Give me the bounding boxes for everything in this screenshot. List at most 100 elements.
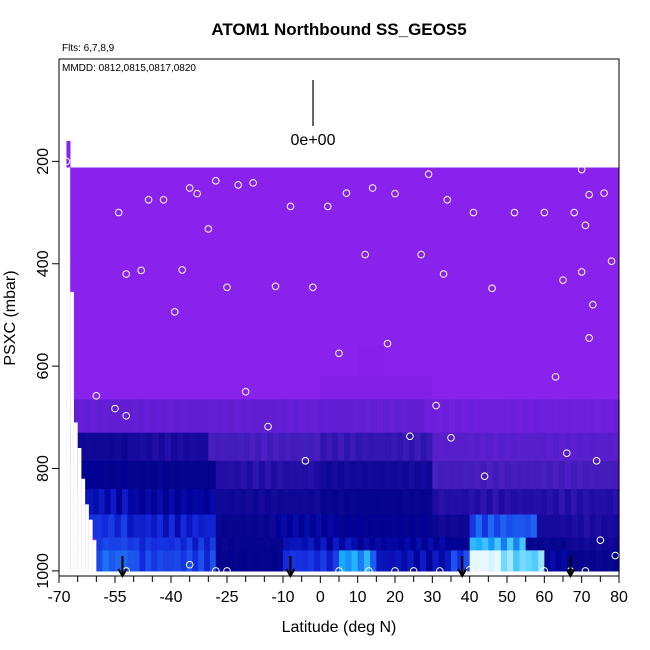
field-cell bbox=[115, 537, 122, 552]
field-cell bbox=[347, 399, 354, 434]
field-cell bbox=[204, 550, 211, 572]
field-cell bbox=[202, 432, 209, 462]
field-cell bbox=[534, 460, 542, 490]
field-cell bbox=[121, 537, 129, 552]
field-cell bbox=[179, 399, 187, 434]
field-cell bbox=[595, 550, 603, 572]
field-cell bbox=[457, 550, 465, 572]
field-cell bbox=[606, 432, 614, 462]
field-cell bbox=[198, 514, 205, 539]
x-tick-label: 30 bbox=[423, 589, 441, 606]
field-cell bbox=[345, 550, 353, 572]
field-cell bbox=[90, 432, 98, 462]
field-cell bbox=[114, 514, 122, 539]
obs-point bbox=[301, 457, 310, 465]
field-cell bbox=[168, 460, 176, 490]
field-cell bbox=[338, 432, 345, 462]
field-cell bbox=[180, 550, 188, 572]
field-cell bbox=[150, 399, 157, 434]
field-cell bbox=[416, 537, 423, 552]
obs-point bbox=[62, 396, 71, 405]
field-cell bbox=[289, 550, 297, 572]
field-cell bbox=[127, 550, 135, 572]
obs-point bbox=[581, 567, 590, 575]
field-cell bbox=[338, 460, 345, 490]
field-cell bbox=[339, 537, 346, 552]
field-cell bbox=[264, 537, 272, 552]
field-cell bbox=[332, 460, 339, 490]
field-cell bbox=[507, 537, 514, 552]
obs-point bbox=[368, 184, 377, 192]
field-cell bbox=[122, 488, 129, 516]
obs-point bbox=[406, 432, 414, 441]
field-cell bbox=[612, 432, 620, 462]
obs-point bbox=[562, 449, 571, 457]
field-cell bbox=[323, 399, 330, 434]
field-cell bbox=[127, 488, 135, 516]
field-cell bbox=[492, 432, 500, 462]
field-cell bbox=[576, 399, 584, 434]
field-edge-column bbox=[66, 140, 71, 168]
field-cell bbox=[488, 537, 496, 552]
field-cell bbox=[480, 432, 488, 462]
field-cell bbox=[438, 550, 446, 572]
field-cell bbox=[97, 460, 105, 490]
obs-point bbox=[585, 334, 593, 342]
field-cell bbox=[351, 550, 359, 572]
field-cell bbox=[192, 460, 199, 490]
field-cell bbox=[186, 537, 193, 552]
field-cell bbox=[151, 514, 158, 539]
field-cell bbox=[276, 550, 284, 572]
field-cell bbox=[192, 537, 199, 552]
field-cell bbox=[214, 432, 221, 462]
field-cell bbox=[528, 399, 535, 434]
field-cell bbox=[450, 432, 458, 462]
obs-point bbox=[447, 433, 455, 442]
obs-point bbox=[559, 276, 567, 284]
field-cell bbox=[396, 488, 404, 516]
field-cell bbox=[530, 514, 538, 539]
obs-point bbox=[170, 308, 179, 316]
field-cell bbox=[606, 488, 614, 516]
field-cell bbox=[439, 537, 446, 552]
field-cell bbox=[367, 460, 374, 490]
field-cell bbox=[519, 537, 527, 552]
field-cell bbox=[271, 460, 278, 490]
obs-point bbox=[570, 208, 579, 217]
field-cell bbox=[115, 460, 123, 490]
field-cell bbox=[275, 514, 282, 539]
field-cell bbox=[139, 432, 147, 462]
field-cell bbox=[521, 399, 529, 434]
field-cell bbox=[151, 488, 158, 516]
x-tick-label: 60 bbox=[535, 589, 553, 606]
field-cell bbox=[572, 537, 579, 552]
field-cell bbox=[314, 460, 321, 490]
field-cell bbox=[375, 537, 382, 552]
field-cell bbox=[251, 514, 259, 539]
field-cell bbox=[283, 488, 291, 516]
field-cell bbox=[462, 488, 470, 516]
field-cell bbox=[373, 488, 380, 516]
field-cell bbox=[475, 537, 483, 552]
field-cell bbox=[308, 460, 315, 490]
field-cell bbox=[444, 460, 451, 490]
field-cell bbox=[84, 432, 92, 462]
field-cell bbox=[595, 514, 602, 539]
field-cell bbox=[510, 488, 518, 516]
field-cell bbox=[588, 399, 596, 434]
field-cell bbox=[258, 537, 266, 552]
field-cell bbox=[542, 514, 550, 539]
field-cell bbox=[115, 432, 123, 462]
field-cell bbox=[395, 550, 402, 572]
field-cell bbox=[227, 399, 235, 434]
field-cell bbox=[506, 514, 514, 539]
field-cell bbox=[522, 488, 530, 516]
field-cell bbox=[177, 432, 185, 462]
x-axis-label: Latitude (deg N) bbox=[282, 619, 397, 636]
field-cell bbox=[410, 537, 417, 552]
field-cell bbox=[276, 537, 284, 552]
field-cell bbox=[606, 399, 614, 434]
field-cell bbox=[96, 550, 104, 572]
field-cell bbox=[157, 550, 164, 572]
field-cell bbox=[293, 399, 301, 434]
